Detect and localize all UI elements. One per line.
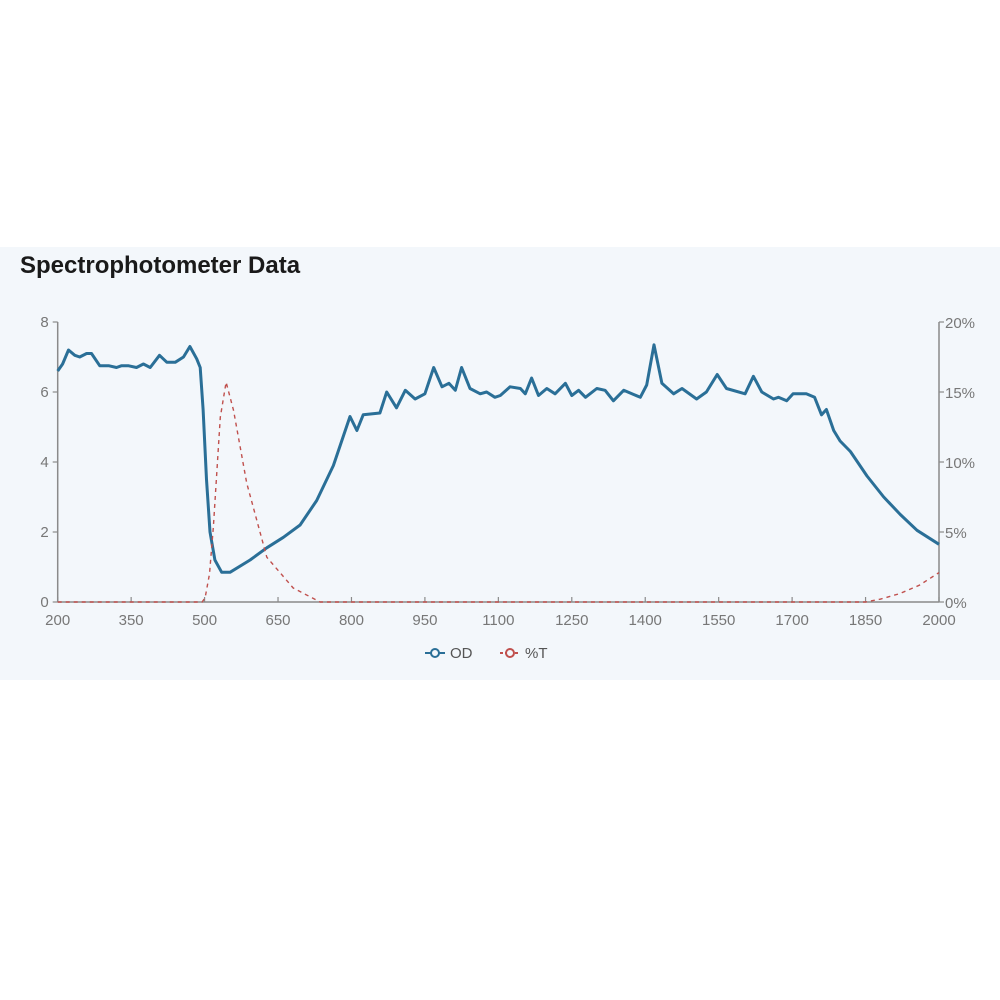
y-tick-label: 8 xyxy=(40,314,48,331)
series-line-transmission xyxy=(57,381,940,603)
x-tick-label: 1100 xyxy=(482,612,514,629)
x-tick-label: 1850 xyxy=(849,612,882,629)
legend-label: %T xyxy=(525,645,548,662)
series-line-od xyxy=(56,343,940,574)
x-tick-label: 2000 xyxy=(922,612,955,629)
x-tick-label: 1550 xyxy=(702,612,735,629)
x-tick-label: 350 xyxy=(119,612,144,629)
y2-tick-label: 20% xyxy=(945,315,975,332)
y2-tick-label: 15% xyxy=(945,385,975,402)
chart-panel xyxy=(0,247,1000,680)
legend-marker-icon xyxy=(505,648,515,658)
x-tick-label: 950 xyxy=(412,612,437,629)
x-tick-label: 200 xyxy=(45,612,70,629)
x-tick-label: 1700 xyxy=(775,612,808,629)
y-tick-label: 4 xyxy=(40,454,48,471)
x-tick-label: 800 xyxy=(339,612,364,629)
y-tick-label: 6 xyxy=(40,384,48,401)
y-tick-label: 2 xyxy=(40,524,48,541)
x-tick-label: 650 xyxy=(266,612,291,629)
x-tick-label: 1250 xyxy=(555,612,588,629)
y-tick-label: 0 xyxy=(40,594,48,611)
x-tick-label: 500 xyxy=(192,612,217,629)
chart-title: Spectrophotometer Data xyxy=(20,252,301,279)
y2-tick-label: 0% xyxy=(945,595,967,612)
y2-tick-label: 5% xyxy=(945,525,967,542)
y2-tick-label: 10% xyxy=(945,455,975,472)
legend-label: OD xyxy=(450,645,473,662)
x-tick-label: 1400 xyxy=(629,612,662,629)
legend-marker-icon xyxy=(430,648,440,658)
